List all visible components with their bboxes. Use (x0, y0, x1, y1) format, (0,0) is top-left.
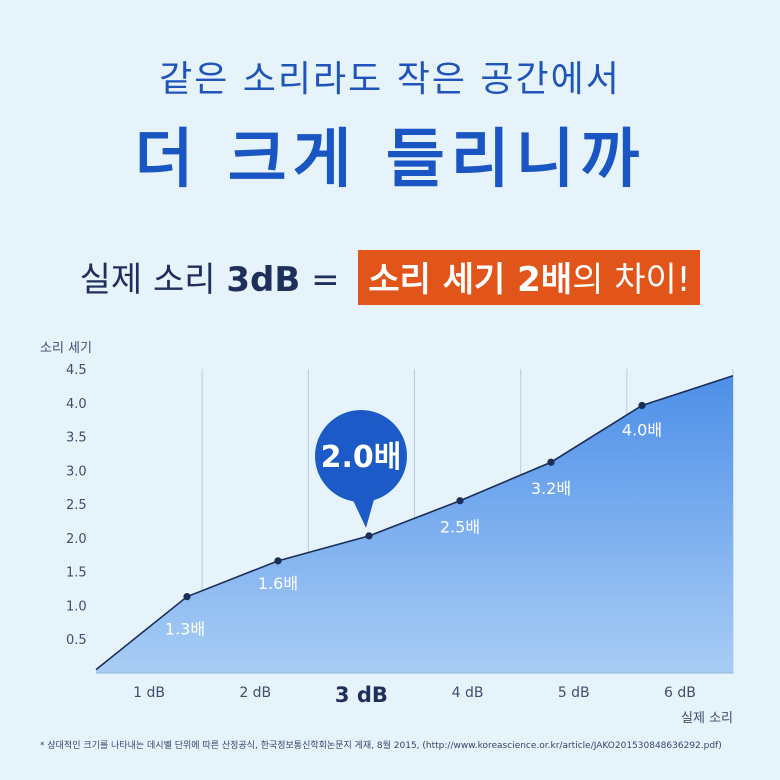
chart-area (96, 375, 733, 673)
y-axis-title: 소리 세기 (40, 341, 92, 356)
y-tick-label: 1.0 (66, 599, 87, 614)
x-tick-label: 6 dB (664, 685, 696, 701)
point-label: 3.2배 (531, 479, 571, 498)
chart: 1.3배 1.6배 2.5배 3.2배 4.0배 2.0배 0.5 1.0 1.5 2.0 2.5… (40, 341, 734, 726)
data-point (547, 458, 555, 466)
data-point (183, 593, 191, 601)
y-tick-label: 1.5 (66, 566, 87, 581)
point-label: 1.6배 (258, 574, 298, 593)
point-label: 1.3배 (165, 620, 205, 639)
comparison-highlight-box: 소리 세기 2배의 차이! (358, 250, 701, 305)
point-label: 4.0배 (622, 420, 662, 439)
headline-line-2: 더 크게 들리니까 (134, 123, 646, 197)
x-tick-label: 4 dB (452, 685, 484, 701)
point-label: 2.5배 (440, 518, 480, 537)
data-point (365, 532, 373, 540)
data-point (274, 557, 282, 565)
highlight-bold-text: 소리 세기 2배 (368, 260, 573, 300)
callout-label: 2.0배 (321, 440, 402, 475)
headline-line-1: 같은 소리라도 작은 공간에서 (159, 59, 621, 100)
callout-bubble (315, 410, 407, 502)
x-tick-label: 3 dB (335, 683, 388, 707)
comparison-db-value: 3dB (226, 260, 301, 300)
comparison-prefix: 실제 소리 (79, 260, 227, 300)
y-tick-label: 0.5 (66, 633, 87, 648)
y-tick-label: 2.0 (66, 532, 87, 547)
comparison-row: 실제 소리 3dB = 소리 세기 2배의 차이! (0, 250, 780, 305)
comparison-equals: = (300, 260, 351, 300)
data-point (638, 401, 646, 410)
x-tick-label: 2 dB (239, 685, 271, 701)
highlight-light-text: 의 차이! (572, 260, 691, 300)
x-tick-label: 1 dB (133, 685, 165, 701)
chart-line (95, 374, 734, 671)
x-tick-label: 5 dB (558, 685, 590, 701)
y-tick-label: 3.0 (66, 464, 87, 479)
data-point (456, 497, 464, 505)
y-tick-label: 2.5 (66, 498, 87, 513)
callout-pointer (351, 496, 375, 528)
footnote: * 상대적인 크기를 나타내는 데시벨 단위에 따른 산정공식, 한국정보통신학… (40, 741, 722, 751)
y-tick-label: 4.5 (66, 363, 87, 378)
y-tick-label: 4.0 (66, 397, 87, 412)
x-axis-title: 실제 소리 (681, 711, 733, 726)
y-tick-label: 3.5 (66, 431, 87, 446)
